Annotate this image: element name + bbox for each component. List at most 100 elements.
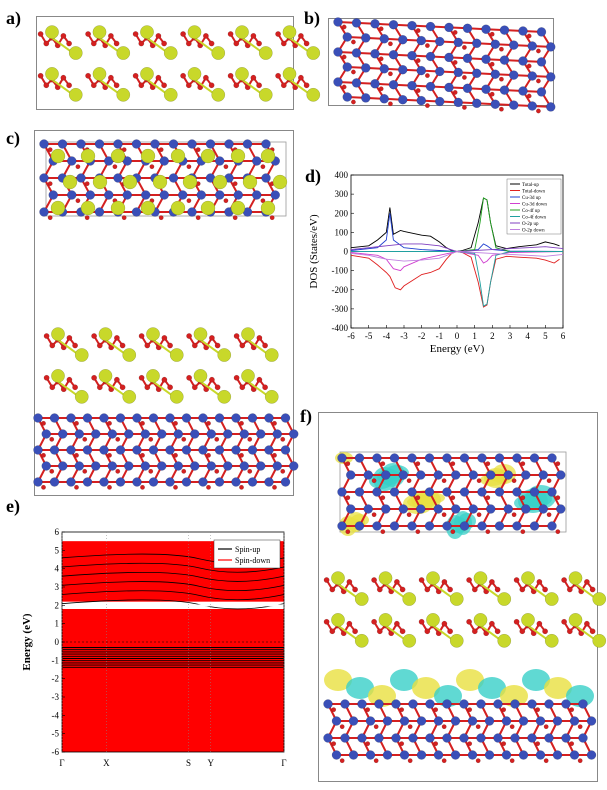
oxygen-atom: [485, 529, 491, 535]
cobalt-atom: [122, 190, 132, 200]
cobalt-atom: [104, 190, 114, 200]
dos-y-axis-label: DOS (States/eV): [308, 214, 320, 289]
cobalt-atom: [388, 19, 399, 30]
oxygen-atom: [471, 628, 478, 635]
metal-atom: [568, 613, 583, 627]
oxygen-atom: [543, 758, 549, 764]
oxygen-atom: [269, 215, 275, 221]
oxygen-atom: [272, 420, 277, 426]
cobalt-atom: [503, 504, 513, 514]
oxygen-atom: [74, 420, 79, 426]
oxygen-atom: [250, 32, 257, 39]
cobalt-atom: [124, 429, 134, 439]
oxygen-atom: [380, 495, 386, 501]
cobalt-atom: [398, 34, 408, 45]
oxygen-atom: [424, 73, 430, 79]
cobalt-atom: [261, 173, 271, 183]
cobalt-atom: [85, 190, 95, 200]
oxygen-atom: [186, 198, 192, 204]
cobalt-atom: [509, 70, 519, 80]
cobalt-atom: [66, 445, 76, 455]
cobalt-atom: [398, 470, 408, 480]
oxygen-atom: [90, 40, 97, 47]
cobalt-atom: [181, 445, 192, 455]
cobalt-atom: [569, 750, 580, 760]
cobalt-atom: [536, 57, 547, 67]
cobalt-atom: [544, 733, 554, 743]
oxygen-atom: [561, 618, 568, 625]
oxygen-atom: [173, 452, 178, 458]
oxygen-atom: [144, 342, 151, 349]
oxygen-atom: [494, 586, 501, 593]
cobalt-atom: [363, 504, 373, 514]
cobalt-atom: [66, 477, 76, 487]
cobalt-atom: [333, 77, 343, 87]
charge-isosurface: [368, 685, 396, 707]
metal-atom: [68, 46, 83, 60]
cobalt-atom: [486, 504, 496, 514]
oxygen-atom: [275, 72, 282, 79]
cobalt-atom: [58, 429, 68, 439]
cobalt-atom: [131, 207, 142, 217]
cobalt-atom: [425, 51, 436, 62]
oxygen-atom: [387, 71, 393, 77]
dos-x-tick-label: 1: [472, 331, 477, 341]
oxygen-atom: [509, 724, 515, 730]
cobalt-atom: [132, 445, 142, 455]
oxygen-atom: [140, 452, 145, 458]
band-y-tick-label: -1: [52, 655, 60, 665]
oxygen-atom: [256, 376, 263, 383]
cobalt-atom: [536, 27, 547, 37]
metal-atom: [230, 200, 246, 216]
dos-x-tick-label: 6: [561, 331, 566, 341]
oxygen-atom: [498, 46, 504, 52]
cobalt-atom: [510, 699, 520, 709]
oxygen-atom: [526, 93, 532, 99]
oxygen-atom: [511, 478, 517, 484]
spin-up-band: [61, 562, 285, 573]
band-y-tick-label: 3: [55, 582, 60, 592]
dos-x-tick-label: -5: [365, 331, 373, 341]
dos-series-6: [350, 243, 564, 252]
oxygen-atom: [239, 384, 246, 391]
oxygen-atom: [47, 215, 53, 221]
cobalt-atom: [82, 477, 93, 487]
band-y-tick-label: 0: [55, 637, 60, 647]
oxygen-atom: [569, 741, 575, 747]
cobalt-atom: [493, 733, 503, 743]
oxygen-atom: [49, 468, 55, 474]
oxygen-atom: [167, 342, 174, 349]
cobalt-atom: [527, 733, 537, 743]
metal-atom: [193, 327, 208, 342]
oxygen-atom: [399, 586, 406, 593]
cobalt-atom: [205, 139, 216, 149]
dos-y-tick-label: 300: [335, 189, 349, 199]
metal-atom: [50, 200, 66, 216]
oxygen-atom: [501, 707, 507, 713]
cobalt-atom: [509, 100, 519, 110]
metal-atom: [282, 25, 297, 40]
cobalt-atom: [173, 461, 183, 471]
oxygen-atom: [181, 436, 187, 442]
oxygen-atom: [91, 374, 98, 381]
cobalt-atom: [280, 413, 291, 423]
oxygen-atom: [424, 586, 431, 593]
band-legend-label: Spin-up: [235, 545, 260, 554]
oxygen-atom: [119, 342, 126, 349]
cobalt-atom: [363, 470, 373, 480]
cobalt-atom: [391, 699, 401, 709]
oxygen-atom: [49, 342, 56, 349]
cobalt-atom: [481, 24, 491, 34]
oxygen-atom: [37, 72, 44, 79]
metal-atom: [426, 571, 440, 586]
oxygen-atom: [350, 69, 356, 75]
metal-atom: [260, 148, 276, 164]
cobalt-atom: [552, 716, 563, 726]
cobalt-atom: [459, 487, 470, 497]
cobalt-atom: [398, 504, 408, 514]
oxygen-atom: [475, 724, 481, 730]
cobalt-atom: [416, 65, 426, 76]
charge-isosurface: [522, 669, 550, 691]
metal-atom: [264, 389, 279, 404]
charge-isosurface: [434, 685, 462, 707]
